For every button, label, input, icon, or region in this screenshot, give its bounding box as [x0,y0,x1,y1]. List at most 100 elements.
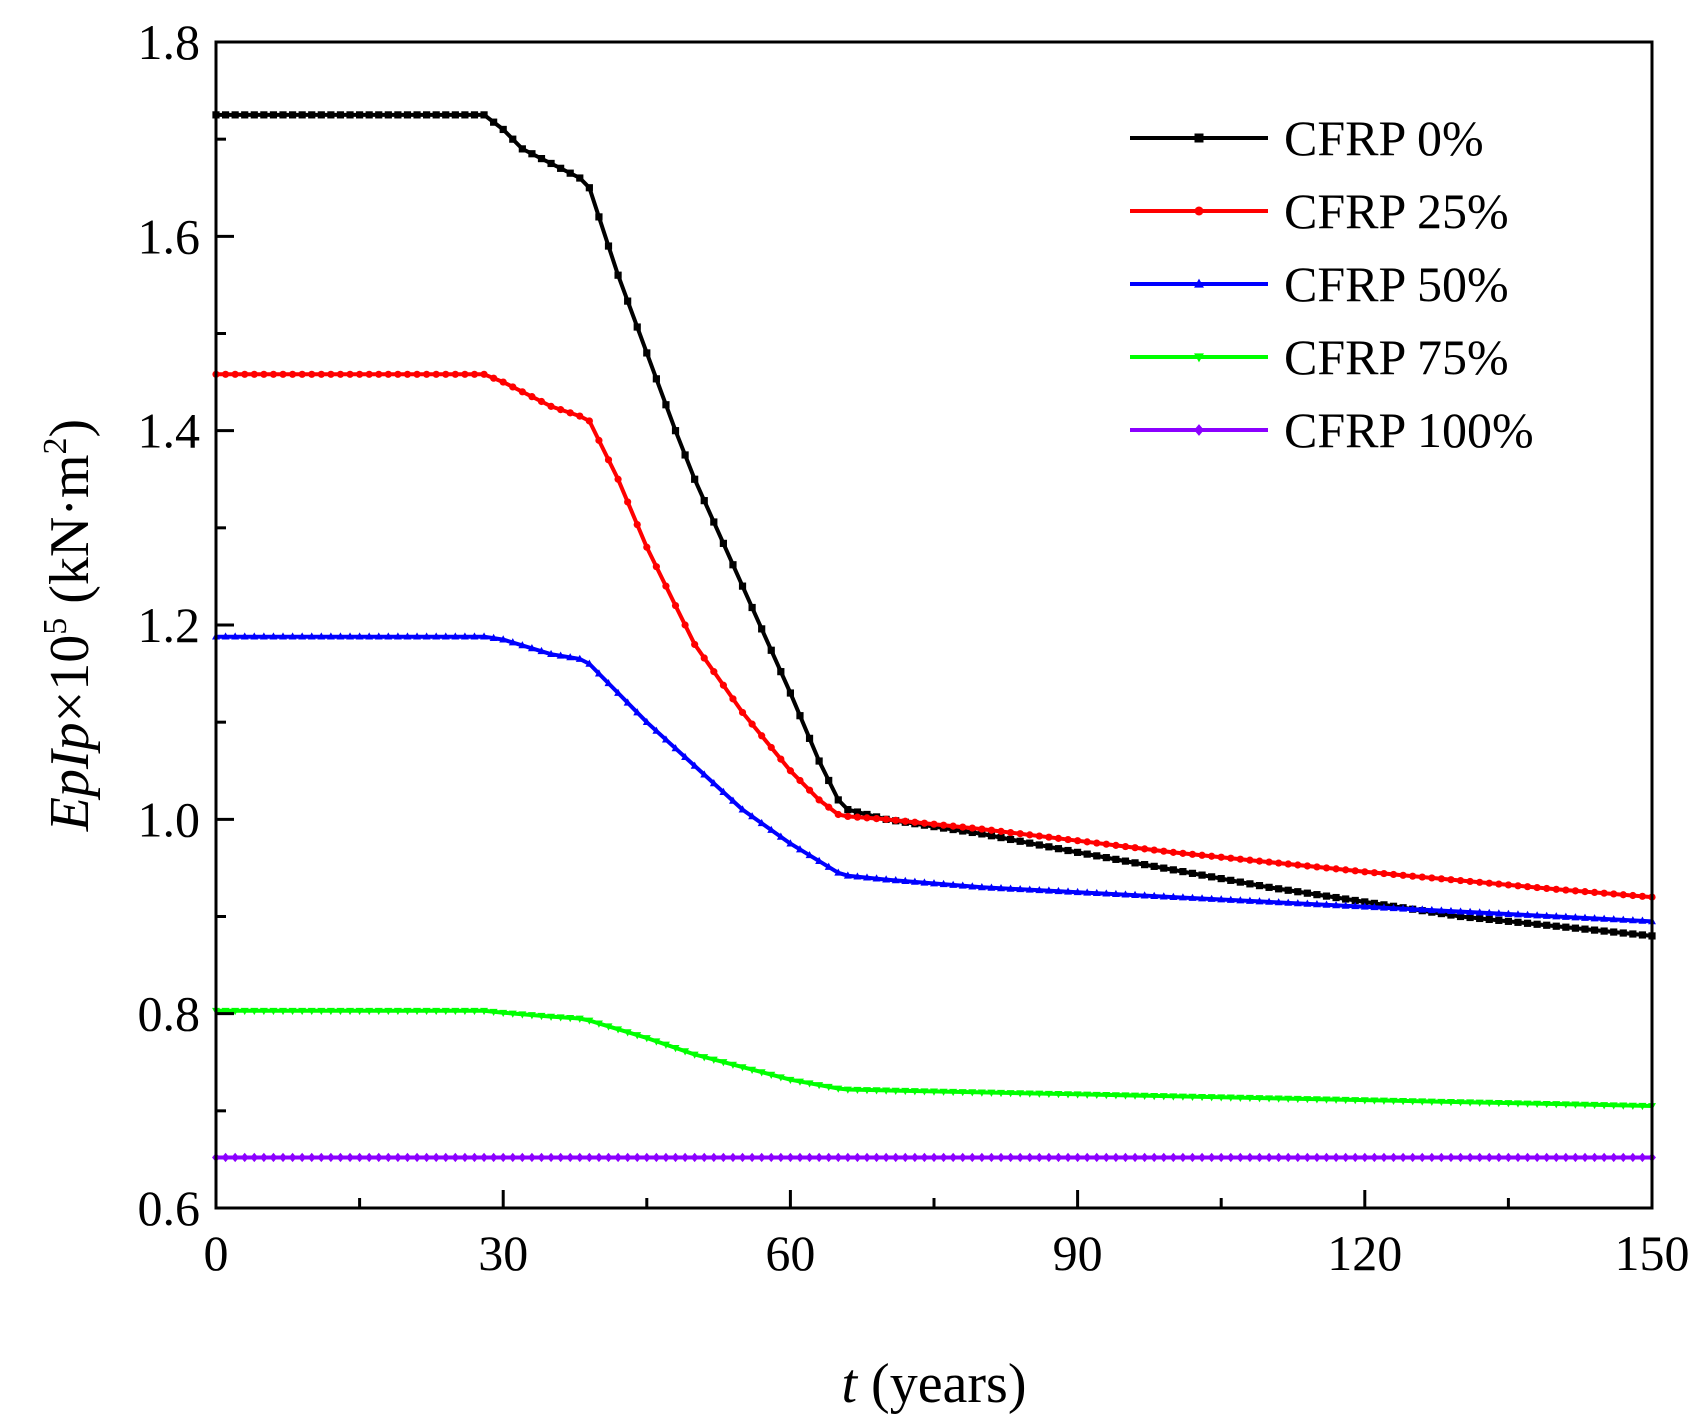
data-point-marker [1360,902,1369,910]
data-point-marker [1581,913,1589,921]
data-point-marker [796,1152,804,1163]
data-point-marker [1427,1098,1436,1106]
data-point-marker [394,111,402,119]
data-point-marker [691,475,699,483]
data-point-marker [1025,885,1034,893]
data-point-marker [623,1029,632,1037]
data-point-marker [489,1152,498,1163]
data-point-marker [298,1152,307,1163]
data-point-marker [1179,868,1187,876]
data-point-marker [1236,896,1245,904]
data-point-marker [844,806,852,814]
data-point-marker [949,880,958,888]
x-tick-label: 120 [1327,1225,1402,1281]
y-axis-unit-post: ) [39,419,101,438]
data-point-marker [336,370,345,378]
data-point-marker [317,111,325,119]
data-point-marker [1025,1090,1034,1098]
data-point-marker [1083,1091,1092,1099]
data-point-marker [1581,888,1589,896]
data-point-marker [1274,1095,1283,1103]
data-point-marker [1131,844,1139,852]
data-point-marker [911,818,919,826]
data-point-marker [1303,1152,1312,1163]
legend: CFRP 0% CFRP 25% CFRP 50% CFRP 75% CFRP 100% [1130,110,1534,458]
data-point-marker [776,832,785,840]
data-point-marker [758,625,766,633]
data-point-marker [594,669,603,677]
data-point-marker [451,1007,460,1016]
data-point-marker [843,1086,852,1094]
data-point-marker [1437,906,1446,914]
data-point-marker [1198,1093,1207,1102]
data-point-marker [423,111,431,119]
data-point-marker [968,1089,977,1097]
data-point-marker [1341,901,1350,909]
data-point-marker [691,640,699,649]
data-point-marker [518,388,526,396]
data-point-marker [490,118,498,126]
data-point-marker [269,370,278,378]
data-point-marker [250,111,258,119]
data-point-marker [422,1007,431,1016]
data-point-marker [1064,835,1072,844]
data-point-marker [566,409,574,417]
legend-label: CFRP 25% [1284,183,1509,239]
y-axis-unit-exp: 2 [37,437,74,454]
data-point-marker [1159,892,1168,900]
data-point-marker [604,242,613,250]
data-point-marker [1379,1097,1388,1105]
data-point-marker [1102,1092,1111,1100]
data-point-marker [1504,881,1512,889]
data-point-marker [1054,1091,1063,1099]
data-point-marker [1111,1092,1120,1100]
data-point-marker [1179,849,1187,857]
data-point-marker [901,876,910,885]
data-point-marker [729,1061,737,1069]
data-point-marker [1194,278,1204,288]
y-tick-label: 1.6 [138,208,201,264]
data-point-marker [1226,895,1235,903]
data-point-marker [1514,918,1522,926]
data-point-marker [1628,916,1637,924]
data-point-marker [719,1059,728,1067]
data-point-marker [326,1152,335,1163]
data-point-marker [1236,878,1244,886]
data-point-marker [1552,1152,1561,1163]
data-point-marker [758,732,766,740]
data-point-marker [1006,1090,1015,1098]
data-point-marker [1533,1152,1542,1163]
data-point-marker [1485,908,1494,916]
data-point-marker [872,815,881,823]
data-point-marker [508,1010,517,1018]
data-point-marker [241,370,249,378]
data-point-marker [1504,909,1513,917]
data-point-marker [1447,1099,1455,1107]
legend-entry: CFRP 25% [1130,183,1509,239]
data-point-marker [346,1007,354,1016]
data-point-marker [671,601,680,610]
data-point-marker [279,1007,287,1016]
data-point-marker [1418,905,1427,913]
data-point-marker [681,1152,690,1163]
data-point-marker [221,1007,230,1016]
data-point-marker [681,752,690,761]
data-point-marker [910,1152,919,1163]
data-point-marker [1140,1152,1149,1163]
data-point-marker [844,812,852,821]
data-point-marker [1083,1152,1092,1163]
data-point-marker [1255,1152,1264,1163]
data-point-marker [317,632,326,640]
data-point-marker [614,688,623,696]
data-point-marker [1638,892,1647,900]
data-point-marker [470,1007,479,1016]
data-point-marker [1294,888,1302,896]
data-point-marker [709,1152,718,1163]
data-point-marker [470,370,479,378]
data-point-marker [1150,891,1159,899]
data-point-marker [1447,911,1455,919]
data-point-marker [997,884,1005,892]
data-point-marker [1408,1098,1417,1106]
data-point-marker [1408,1152,1417,1163]
data-point-marker [1638,1102,1647,1111]
